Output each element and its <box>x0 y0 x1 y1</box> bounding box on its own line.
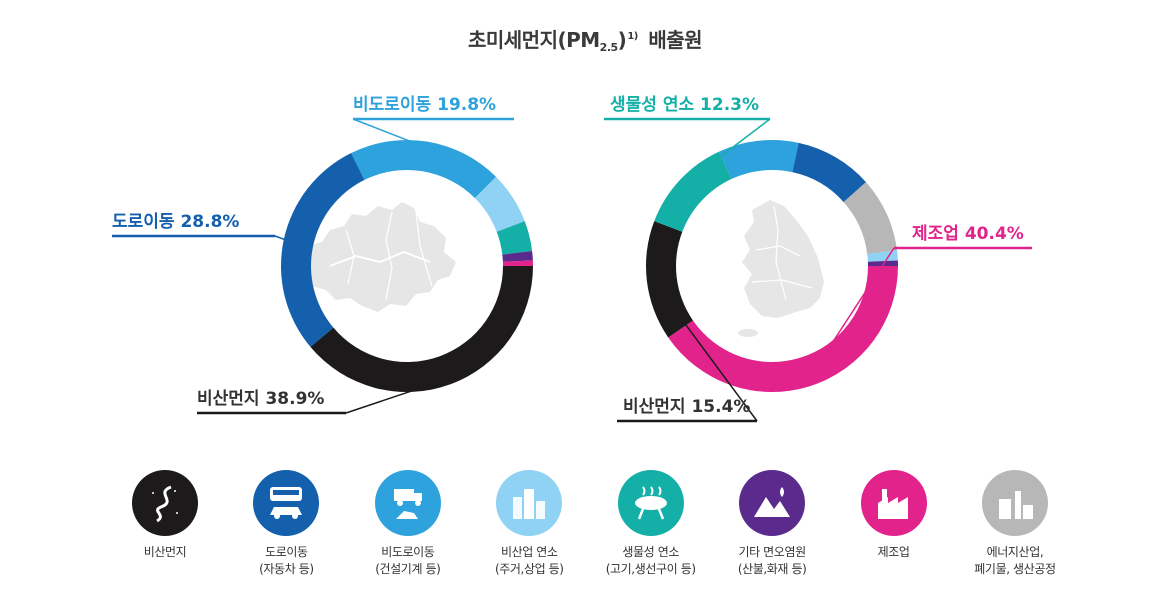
legend-item-생물성-연소: 생물성 연소 (고기,생선구이 등) <box>596 470 706 590</box>
right-slice-비도로이동 <box>719 140 799 179</box>
right-slice-비산먼지 <box>646 221 693 338</box>
left-slice-도로이동 <box>280 153 365 347</box>
legend-label: 기타 면오염원 (산불,화재 등) <box>738 544 807 578</box>
right-callout-label-비산먼지: 비산먼지 15.4% <box>623 397 750 417</box>
title-footnote-marker: 1) <box>627 31 638 42</box>
bus-car-icon <box>253 470 320 536</box>
seoul-map-icon <box>300 202 456 312</box>
legend-item-기타-면오염원: 기타 면오염원 (산불,화재 등) <box>717 470 827 590</box>
left-callout-leader-비도로이동 <box>352 118 427 149</box>
right-callout-label-제조업: 제조업 40.4% <box>912 224 1024 244</box>
buildings-icon <box>496 470 563 536</box>
legend-label: 비산업 연소 (주거,상업 등) <box>495 544 564 578</box>
left-callout-label-비도로이동: 비도로이동 19.8% <box>353 95 496 115</box>
left-slice-비산업-연소 <box>474 176 525 232</box>
legend-label-line1: 제조업 <box>877 545 910 559</box>
legend-label-line1: 비도로이동 <box>381 545 435 559</box>
left-slice-비산먼지 <box>310 266 533 392</box>
legend-label-line2: (주거,상업 등) <box>494 562 564 576</box>
legend-item-비산먼지: 비산먼지 <box>110 470 220 590</box>
mountain-fire-icon <box>739 470 806 536</box>
legend-label-line2: (고기,생선구이 등) <box>605 562 696 576</box>
legend-label: 비산먼지 <box>144 544 187 561</box>
right-slice-생물성-연소 <box>654 151 732 232</box>
legend-item-비산업-연소: 비산업 연소 (주거,상업 등) <box>474 470 584 590</box>
left-callout-leader-비산먼지 <box>345 378 449 414</box>
title-tail: 배출원 <box>648 28 703 52</box>
left-slice-비도로이동 <box>351 140 497 199</box>
legend-label-line2: (건설기계 등) <box>375 562 441 576</box>
korea-map-icon <box>738 200 824 337</box>
left-callout-leader-도로이동 <box>274 235 290 243</box>
legend: 비산먼지 도로이동 (자동차 등) 비도로이동 (건설기계 등) 비산업 연소 (주거,상업… <box>110 470 1070 590</box>
legend-label-line1: 에너지산업, <box>986 545 1044 559</box>
right-slice-에너지산업 <box>843 182 898 254</box>
legend-label-line1: 비산업 연소 <box>500 545 558 559</box>
title-main: 초미세먼지(PM <box>467 28 600 52</box>
left-slice-제조업 <box>502 260 533 266</box>
construction-machine-icon <box>374 470 441 536</box>
left-slice-생물성-연소 <box>496 221 533 255</box>
right-slice-제조업 <box>668 266 898 393</box>
right-callout-label-생물성-연소: 생물성 연소 12.3% <box>610 95 759 115</box>
left-slice-기타-면오염원 <box>502 250 533 262</box>
legend-label-line1: 비산먼지 <box>143 545 187 559</box>
legend-label-line2: (자동차 등) <box>259 562 314 576</box>
left-callout-label-도로이동: 도로이동 28.8% <box>112 212 239 232</box>
legend-label: 생물성 연소 (고기,생선구이 등) <box>606 544 696 578</box>
page-title: 초미세먼지(PM2.5)1) 배출원 <box>467 28 703 54</box>
legend-label: 비도로이동 (건설기계 등) <box>375 544 441 578</box>
donut-charts: 비산먼지 38.9% 도로이동 28.8% 비도로이동 19.8% 제조업 40.4%… <box>112 95 1032 423</box>
legend-item-에너지산업: 에너지산업, 폐기물, 생산공정 <box>960 470 1070 590</box>
right-donut <box>646 140 898 393</box>
legend-label-line1: 생물성 연소 <box>622 545 679 559</box>
legend-item-도로이동: 도로이동 (자동차 등) <box>231 470 341 590</box>
callout-labels: 비산먼지 38.9% 도로이동 28.8% 비도로이동 19.8% 제조업 40.4%… <box>112 95 1032 423</box>
legend-item-비도로이동: 비도로이동 (건설기계 등) <box>353 470 463 590</box>
legend-label-line2: 폐기물, 생산공정 <box>974 562 1056 576</box>
right-callout-leader-생물성-연소 <box>683 118 771 185</box>
legend-label: 에너지산업, 폐기물, 생산공정 <box>974 544 1056 578</box>
legend-label-line2: (산불,화재 등) <box>737 562 807 576</box>
legend-label: 제조업 <box>878 544 910 561</box>
legend-item-제조업: 제조업 <box>839 470 949 590</box>
left-callout-label-비산먼지: 비산먼지 38.9% <box>197 389 324 409</box>
right-slice-기타-면오염원 <box>867 260 898 266</box>
winding-road-icon <box>132 470 198 536</box>
factory-icon <box>860 470 927 536</box>
right-slice-도로이동 <box>792 142 866 203</box>
legend-label-line1: 기타 면오염원 <box>738 545 806 559</box>
legend-label: 도로이동 (자동차 등) <box>259 544 314 578</box>
title-subscript: 2.5 <box>599 41 619 54</box>
legend-label-line1: 도로이동 <box>265 545 308 559</box>
left-donut <box>280 140 533 392</box>
power-plant-icon <box>981 470 1048 536</box>
right-callout-leader-제조업 <box>807 247 895 381</box>
grill-icon <box>617 470 684 536</box>
right-callout-leader-비산먼지 <box>652 279 758 422</box>
